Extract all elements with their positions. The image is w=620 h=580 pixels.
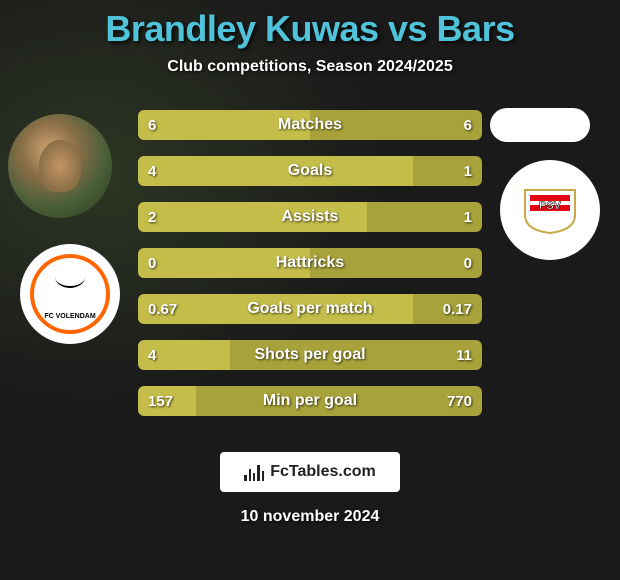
stat-label: Goals per match [138,294,482,324]
stat-row: 41Goals [138,156,482,186]
stat-bars: 66Matches 41Goals 21Assists 00Hattricks 0.67… [138,110,482,432]
stat-row: 21Assists [138,202,482,232]
footer-date: 10 november 2024 [241,508,380,526]
brand-badge[interactable]: FcTables.com [220,452,400,492]
stat-label: Matches [138,110,482,140]
brand-text: FcTables.com [270,463,376,481]
stat-row: 0.670.17Goals per match [138,294,482,324]
stat-label: Min per goal [138,386,482,416]
club-left-name: FC VOLENDAM [44,313,95,320]
club-logo-right: PSV [500,160,600,260]
chart-icon [244,463,264,481]
stat-row: 66Matches [138,110,482,140]
svg-text:PSV: PSV [539,200,562,212]
stat-label: Goals [138,156,482,186]
stat-row: 411Shots per goal [138,340,482,370]
volendam-badge: FC VOLENDAM [30,254,110,334]
page-subtitle: Club competitions, Season 2024/2025 [167,58,452,76]
stat-row: 00Hattricks [138,248,482,278]
stat-label: Hattricks [138,248,482,278]
stat-label: Shots per goal [138,340,482,370]
comparison-card: Brandley Kuwas vs Bars Club competitions… [0,0,620,580]
page-title: Brandley Kuwas vs Bars [105,8,514,50]
stat-row: 157770Min per goal [138,386,482,416]
player-left-photo [8,114,112,218]
player-right-photo [490,108,590,142]
stat-label: Assists [138,202,482,232]
club-logo-left: FC VOLENDAM [20,244,120,344]
psv-badge: PSV [520,185,580,235]
